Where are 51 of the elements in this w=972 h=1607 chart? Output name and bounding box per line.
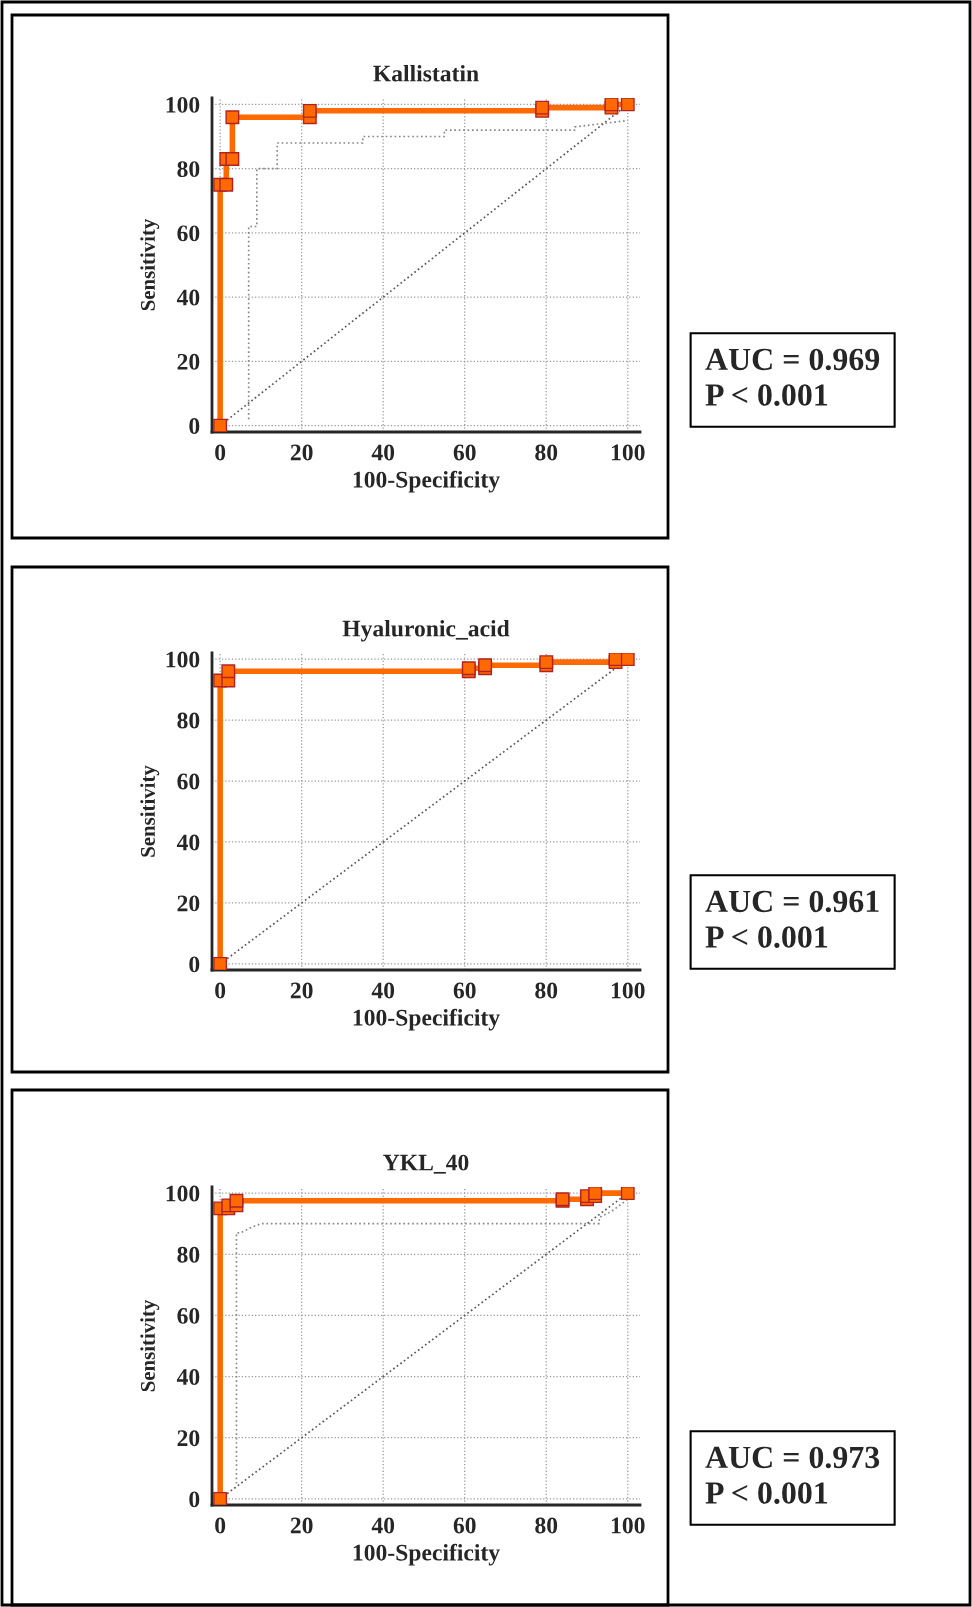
y-tick-label: 80	[177, 1246, 200, 1263]
x-tick-label: 80	[535, 1517, 558, 1534]
x-tick-label: 20	[290, 1517, 313, 1534]
x-tick-label: 0	[215, 444, 226, 461]
x-tick-label: 100	[611, 1517, 645, 1534]
x-tick-label: 40	[371, 1517, 395, 1534]
y-tick-label: 60	[177, 225, 200, 242]
y-tick-label: 20	[177, 895, 200, 912]
text: AUC = 0.973	[705, 1446, 880, 1469]
y-tick-label: 100	[166, 96, 200, 113]
y-tick-label: 100	[166, 651, 200, 668]
y-axis-title: Sensitivity	[140, 1299, 160, 1392]
y-tick-label: 80	[177, 712, 200, 729]
chart-title: YKL_40	[383, 1154, 469, 1174]
x-tick-label: 0	[215, 1517, 226, 1534]
x-tick-label: 20	[290, 444, 313, 461]
x-tick-label: 80	[535, 444, 558, 461]
x-tick-label: 20	[290, 982, 313, 999]
chart-title: Kallistatin	[373, 64, 479, 82]
y-tick-label: 80	[177, 161, 200, 178]
x-tick-label: 60	[453, 444, 476, 461]
x-axis-title: 100-Specificity	[353, 1543, 500, 1566]
y-tick-label: 40	[176, 1369, 200, 1385]
text: P < 0.001	[705, 926, 828, 948]
text: P < 0.001	[705, 384, 828, 406]
x-tick-label: 60	[453, 1517, 476, 1534]
text: AUC = 0.961	[705, 890, 879, 913]
x-tick-label: 80	[535, 982, 558, 999]
x-tick-label: 60	[453, 982, 476, 999]
y-tick-label: 0	[189, 1491, 200, 1508]
x-axis-title: 100-Specificity	[353, 1008, 500, 1031]
text: AUC = 0.969	[705, 348, 880, 371]
y-tick-label: 0	[189, 956, 200, 973]
x-tick-label: 100	[611, 982, 645, 999]
y-tick-label: 60	[177, 773, 200, 790]
y-tick-label: 40	[176, 834, 200, 851]
chart-title: Hyaluronic_acid	[342, 619, 510, 642]
y-tick-label: 40	[176, 289, 200, 306]
x-tick-label: 40	[371, 982, 395, 999]
x-axis-title: 100-Specificity	[353, 470, 500, 493]
y-tick-label: 60	[177, 1307, 200, 1324]
x-tick-label: 100	[611, 444, 645, 461]
x-tick-label: 40	[371, 444, 395, 461]
y-axis-title: Sensitivity	[140, 765, 160, 857]
y-tick-label: 20	[177, 353, 200, 370]
x-tick-label: 0	[215, 982, 226, 999]
y-tick-label: 100	[166, 1185, 200, 1202]
y-tick-label: 20	[177, 1430, 200, 1447]
y-tick-label: 0	[189, 418, 200, 434]
y-axis-title: Sensitivity	[140, 218, 160, 311]
text: P < 0.001	[705, 1482, 828, 1504]
